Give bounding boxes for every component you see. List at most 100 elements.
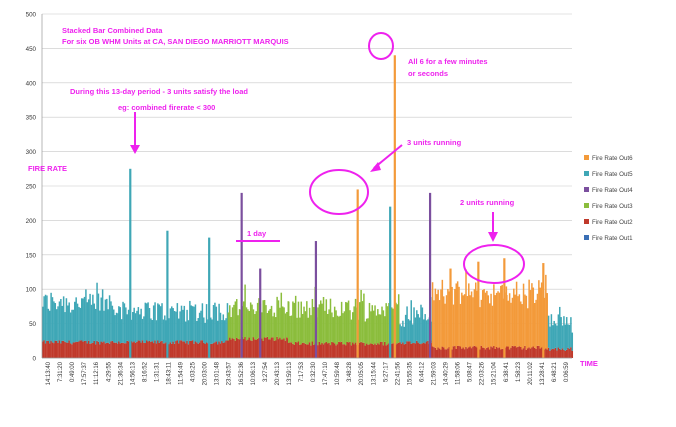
bar-upper	[517, 296, 519, 347]
annotation-one-day: 1 day	[247, 229, 267, 238]
y-tick-label: 200	[26, 218, 37, 225]
bar-base	[223, 342, 226, 358]
bar-upper	[545, 274, 547, 349]
bar-upper	[187, 320, 190, 345]
annotation-three-units: 3 units running	[407, 138, 462, 147]
bar-upper	[521, 304, 523, 350]
bar-base	[420, 344, 422, 358]
bar-upper	[152, 305, 155, 344]
bar-base	[162, 343, 165, 358]
bar-upper	[463, 294, 466, 350]
bar-upper	[249, 302, 252, 341]
bar-upper	[200, 310, 202, 341]
bar-upper	[47, 308, 50, 341]
x-tick-label: 15:21:04	[492, 361, 498, 385]
bar-upper	[165, 320, 167, 343]
bar-upper	[300, 301, 303, 345]
bar-base	[296, 342, 298, 358]
bar-base	[326, 343, 329, 358]
bar-base	[454, 346, 456, 358]
bar-base	[342, 344, 344, 358]
bar-base	[249, 340, 252, 358]
bar-base	[468, 347, 470, 358]
y-tick-label: 150	[26, 252, 37, 259]
bar-spike	[393, 55, 396, 358]
bar-base	[273, 340, 276, 358]
bar-upper	[358, 302, 361, 343]
bar-upper	[472, 297, 474, 347]
bar-base	[42, 341, 44, 358]
bar-base	[360, 341, 362, 358]
bar-upper	[90, 304, 93, 344]
bar-upper	[72, 309, 75, 343]
bar-base	[382, 345, 385, 358]
axis-layer: 0 50 100 150 200 250 300 350 400 450 500 14:13:40 7:…	[26, 12, 572, 385]
bar-upper	[445, 295, 448, 350]
bar-upper	[452, 304, 455, 347]
bar-upper	[191, 306, 194, 341]
bar-upper	[287, 301, 290, 344]
bar-base	[245, 340, 248, 358]
bar-upper	[212, 305, 215, 344]
x-tick-label: 6:38:41	[504, 361, 510, 382]
bar-base	[484, 349, 487, 358]
x-tick-label: 11:58:06	[456, 361, 462, 385]
bar-base	[176, 340, 179, 358]
bar-base	[219, 343, 222, 358]
bar-upper	[397, 294, 400, 343]
bar-base	[469, 346, 471, 358]
bar-upper	[65, 298, 68, 343]
bar-base	[365, 343, 368, 358]
x-tick-label: 5:27:17	[383, 361, 389, 382]
bar-base	[61, 340, 63, 358]
bar-base	[125, 343, 127, 358]
bar-upper	[400, 326, 403, 344]
bar-upper	[404, 314, 407, 344]
bar-upper	[378, 314, 380, 345]
bar-upper	[455, 283, 458, 349]
annotation-ellipse-three	[309, 169, 369, 215]
bar-upper	[280, 292, 283, 340]
bar-upper	[57, 306, 59, 343]
bar-upper	[345, 302, 347, 346]
chart-title-line-1: Stacked Bar Combined Data	[62, 26, 163, 35]
bar-spike	[356, 189, 359, 358]
bar-base	[133, 341, 135, 358]
bar-base	[431, 346, 434, 358]
bar-base	[265, 337, 267, 358]
bar-base	[363, 342, 365, 358]
bar-base	[346, 341, 348, 358]
bar-upper	[263, 299, 266, 338]
bar-upper	[535, 299, 537, 349]
bar-base	[416, 340, 418, 358]
bar-upper	[532, 287, 535, 347]
x-tick-label: 23:43:57	[227, 361, 233, 385]
bar-base	[126, 340, 128, 358]
bar-upper	[451, 286, 453, 350]
bar-base	[89, 343, 91, 358]
bar-upper	[322, 296, 325, 345]
bar-upper	[226, 303, 229, 341]
y-tick-label: 300	[26, 149, 37, 156]
bar-base	[93, 340, 96, 358]
bar-base	[524, 345, 526, 358]
bar-upper	[325, 299, 328, 342]
bar-base	[191, 340, 194, 358]
bar-base	[335, 345, 337, 358]
x-tick-label: 11:12:16	[94, 361, 100, 385]
bar-upper	[395, 302, 397, 345]
bar-upper	[114, 315, 116, 343]
bar-base	[127, 341, 130, 358]
bar-base	[556, 350, 558, 358]
bar-upper	[473, 289, 476, 346]
bar-base	[211, 343, 213, 358]
x-tick-label: 14:56:13	[130, 361, 136, 385]
bar-base	[328, 342, 330, 358]
bar-base	[155, 343, 158, 358]
bar-base	[159, 341, 162, 358]
x-tick-label: 17:47:10	[323, 361, 329, 385]
bar-upper	[421, 307, 424, 344]
x-tick-label: 8:16:52	[142, 361, 148, 382]
bar-upper	[484, 292, 487, 350]
bar-upper	[561, 325, 564, 349]
